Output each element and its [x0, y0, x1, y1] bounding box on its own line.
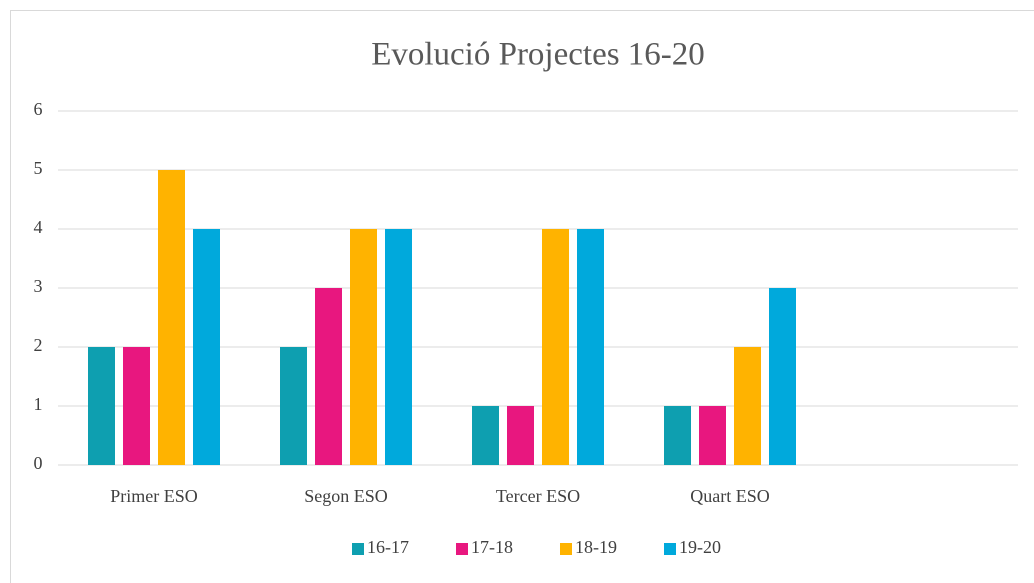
legend-label: 19-20 [679, 537, 721, 557]
legend-swatch [352, 543, 364, 555]
bar [88, 347, 115, 465]
legend-label: 18-19 [575, 537, 617, 557]
bar [507, 406, 534, 465]
bar [699, 406, 726, 465]
y-tick-label: 4 [34, 217, 43, 237]
x-tick-label: Primer ESO [110, 486, 198, 506]
x-tick-label: Tercer ESO [496, 486, 580, 506]
bar [472, 406, 499, 465]
y-tick-label: 6 [34, 99, 43, 119]
bar [193, 229, 220, 465]
bar [315, 288, 342, 465]
bar [734, 347, 761, 465]
legend-label: 17-18 [471, 537, 513, 557]
bar [577, 229, 604, 465]
bar [385, 229, 412, 465]
legend-label: 16-17 [367, 537, 409, 557]
bar [280, 347, 307, 465]
bar [664, 406, 691, 465]
x-tick-label: Quart ESO [690, 486, 770, 506]
y-tick-label: 3 [34, 276, 43, 296]
bar [350, 229, 377, 465]
chart-title: Evolució Projectes 16-20 [371, 37, 705, 73]
legend-swatch [560, 543, 572, 555]
bar [769, 288, 796, 465]
legend-swatch [456, 543, 468, 555]
bar [123, 347, 150, 465]
bar [542, 229, 569, 465]
legend-swatch [664, 543, 676, 555]
bar [158, 170, 185, 465]
y-tick-label: 1 [34, 394, 43, 414]
y-tick-label: 5 [34, 158, 43, 178]
x-tick-label: Segon ESO [304, 486, 388, 506]
y-tick-label: 2 [34, 335, 43, 355]
y-tick-label: 0 [34, 453, 43, 473]
